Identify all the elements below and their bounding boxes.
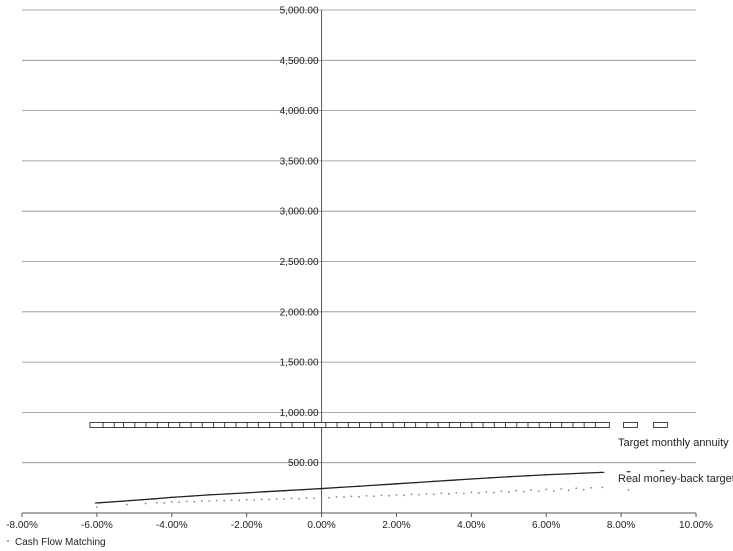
y-tick-label: 2,500.00 [280, 257, 319, 268]
y-tick-label: 3,000.00 [280, 207, 319, 218]
cash-flow-matching-point [144, 502, 147, 505]
cash-flow-matching-point [552, 489, 555, 492]
cash-flow-matching-point [358, 495, 360, 498]
cash-flow-matching-point [567, 489, 570, 492]
cash-flow-matching-point [440, 492, 443, 495]
cash-flow-matching-point [522, 490, 525, 493]
cash-flow-matching-point [155, 501, 158, 504]
cash-flow-matching-point [470, 491, 473, 494]
cash-flow-matching-point [601, 486, 604, 489]
cash-flow-matching-point [260, 498, 263, 501]
x-tick-label: 0.00% [307, 520, 335, 531]
x-tick-label: 10.00% [679, 520, 713, 531]
cash-flow-matching-point [178, 501, 181, 504]
x-tick-label: -4.00% [156, 520, 188, 531]
annuity-marker [89, 422, 105, 428]
cash-flow-matching-point [485, 490, 488, 493]
cash-flow-matching-point [320, 496, 323, 499]
cash-flow-matching-point [462, 492, 465, 495]
cash-flow-matching-point [125, 503, 128, 506]
cash-flow-matching-point [530, 489, 533, 491]
cash-flow-matching-point [223, 499, 226, 502]
cash-flow-matching-point [245, 498, 248, 501]
cash-flow-matching-point [380, 494, 383, 497]
cash-flow-matching-point [163, 502, 166, 504]
cash-flow-matching-point [590, 486, 593, 489]
cash-flow-matching-point [425, 492, 428, 495]
x-tick-label: -2.00% [231, 520, 263, 531]
cash-flow-matching-point [507, 491, 510, 493]
annotation-target-monthly-annuity: Target monthly annuity [618, 437, 729, 449]
cash-flow-matching-point [560, 487, 563, 490]
cash-flow-matching-point [335, 496, 338, 498]
cash-flow-matching-point [313, 497, 315, 500]
x-tick-label: 2.00% [382, 520, 410, 531]
x-tick-label: -8.00% [6, 520, 38, 531]
annuity-marker [652, 422, 668, 428]
y-tick-label: 3,500.00 [280, 156, 319, 167]
cash-flow-matching-point [545, 488, 548, 491]
x-tick-label: -6.00% [81, 520, 113, 531]
cash-flow-matching-point [238, 499, 241, 502]
cash-flow-matching-point [193, 500, 196, 503]
cash-flow-matching-point [200, 500, 203, 502]
axes [21, 10, 697, 517]
y-tick-label: 1,000.00 [280, 408, 319, 419]
legend-marker-cash-flow-matching [7, 540, 9, 542]
cash-flow-matching-point [403, 494, 405, 497]
cash-flow-matching-point [492, 491, 495, 494]
cash-flow-matching-point [627, 488, 630, 491]
cash-flow-matching-point [410, 493, 413, 496]
cash-flow-matching-point [230, 499, 233, 502]
cash-flow-matching-point [350, 495, 353, 498]
x-tick-label: 8.00% [607, 520, 635, 531]
annuity-marker [623, 422, 638, 428]
cash-flow-matching-point [328, 496, 330, 499]
cash-flow-matching-point [575, 487, 578, 490]
cash-flow-matching-point [268, 498, 271, 501]
x-tick-label: 4.00% [457, 520, 485, 531]
y-tick-label: 5,000.00 [280, 6, 319, 17]
cash-flow-matching-point [447, 492, 450, 495]
cash-flow-matching-point [373, 495, 375, 497]
cash-flow-matching-point [365, 494, 368, 497]
cash-flow-matching-point [185, 500, 188, 503]
series-marks [89, 422, 668, 508]
legend-label-cash-flow-matching: Cash Flow Matching [15, 537, 106, 548]
cash-flow-matching-point [418, 493, 420, 496]
cash-flow-matching-point [305, 497, 308, 499]
cash-flow-matching-point [455, 491, 458, 494]
cash-flow-matching-point [432, 493, 435, 496]
x-tick-label: 6.00% [532, 520, 560, 531]
cash-flow-matching-point [537, 490, 540, 493]
cash-flow-matching-point [395, 493, 398, 496]
y-tick-label: 4,000.00 [280, 106, 319, 117]
cash-flow-matching-point [477, 492, 480, 494]
money-back-trend [96, 471, 603, 504]
annotation-real-money-back-target: Real money-back target [618, 473, 733, 485]
cash-flow-matching-point [170, 501, 173, 503]
cash-flow-matching-point [253, 499, 256, 501]
cash-flow-matching-point [215, 499, 218, 502]
cash-flow-matching-point [515, 489, 518, 492]
cash-flow-matching-point [343, 496, 345, 499]
cash-flow-matching-point [208, 500, 211, 503]
y-tick-label: 500.00 [288, 458, 319, 469]
y-tick-label: 2,000.00 [280, 307, 319, 318]
annuity-marker [594, 422, 610, 428]
cash-flow-matching-point [275, 498, 278, 500]
labels: 500.00 1,000.00 1,500.00 2,000.00 2,500.00 3,… [6, 6, 733, 549]
cash-flow-matching-point [582, 488, 585, 491]
cash-flow-matching-point [95, 506, 98, 508]
gridlines [22, 9, 696, 464]
y-tick-label: 1,500.00 [280, 358, 319, 369]
cash-flow-matching-point [500, 490, 503, 493]
cash-flow-matching-point [298, 497, 300, 500]
cash-flow-matching-point [283, 498, 286, 501]
cash-flow-matching-point [290, 497, 293, 500]
y-tick-label: 4,500.00 [280, 56, 319, 67]
cash-flow-matching-point [388, 494, 390, 497]
